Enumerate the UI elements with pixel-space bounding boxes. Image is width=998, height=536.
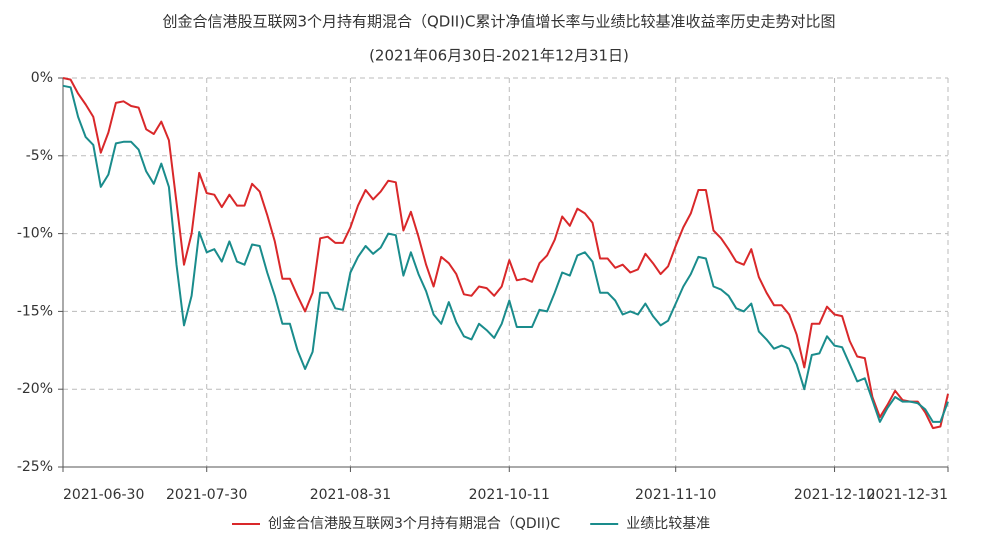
series-line bbox=[62, 84, 949, 423]
x-tick-label: 2021-07-30 bbox=[166, 487, 247, 503]
x-tick-label: 2021-12-10 bbox=[794, 487, 875, 503]
x-tick-label: 2021-11-10 bbox=[635, 487, 716, 503]
x-tick-label: 2021-08-31 bbox=[310, 487, 391, 503]
y-tick-label: -20% bbox=[17, 381, 53, 397]
legend-label: 业绩比较基准 bbox=[626, 515, 710, 532]
x-tick-label: 2021-06-30 bbox=[63, 487, 144, 503]
x-tick-label: 2021-10-11 bbox=[469, 487, 550, 503]
y-tick-label: 0% bbox=[31, 70, 53, 86]
legend-label: 创金合信港股互联网3个月持有期混合（QDII)C bbox=[268, 516, 560, 532]
series-line bbox=[62, 77, 949, 430]
y-tick-label: -5% bbox=[26, 148, 53, 164]
x-tick-label: 2021-12-31 bbox=[867, 487, 948, 503]
chart-title: 创金合信港股互联网3个月持有期混合（QDII)C累计净值增长率与业绩比较基准收益… bbox=[162, 13, 835, 31]
chart-subtitle: (2021年06月30日-2021年12月31日) bbox=[369, 47, 629, 65]
y-tick-label: -10% bbox=[17, 226, 53, 242]
y-tick-label: -15% bbox=[17, 303, 53, 319]
y-tick-label: -25% bbox=[17, 459, 53, 475]
